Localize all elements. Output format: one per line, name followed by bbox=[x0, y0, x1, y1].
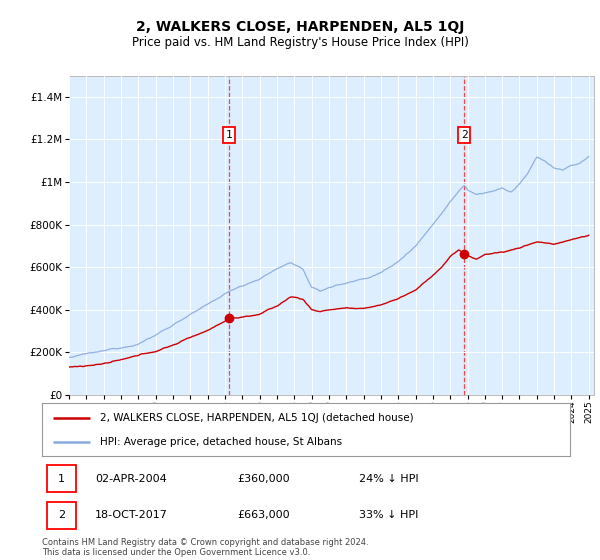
Text: 1: 1 bbox=[226, 130, 233, 140]
Text: £360,000: £360,000 bbox=[238, 474, 290, 484]
Text: 18-OCT-2017: 18-OCT-2017 bbox=[95, 510, 167, 520]
FancyBboxPatch shape bbox=[47, 465, 76, 492]
Text: 02-APR-2004: 02-APR-2004 bbox=[95, 474, 167, 484]
Text: 33% ↓ HPI: 33% ↓ HPI bbox=[359, 510, 418, 520]
FancyBboxPatch shape bbox=[47, 502, 76, 529]
Text: 2: 2 bbox=[461, 130, 467, 140]
Text: 2, WALKERS CLOSE, HARPENDEN, AL5 1QJ: 2, WALKERS CLOSE, HARPENDEN, AL5 1QJ bbox=[136, 20, 464, 34]
Text: 2: 2 bbox=[58, 510, 65, 520]
Text: 1: 1 bbox=[58, 474, 65, 484]
Text: £663,000: £663,000 bbox=[238, 510, 290, 520]
Text: 2, WALKERS CLOSE, HARPENDEN, AL5 1QJ (detached house): 2, WALKERS CLOSE, HARPENDEN, AL5 1QJ (de… bbox=[100, 413, 414, 423]
Text: HPI: Average price, detached house, St Albans: HPI: Average price, detached house, St A… bbox=[100, 437, 342, 447]
Text: Contains HM Land Registry data © Crown copyright and database right 2024.
This d: Contains HM Land Registry data © Crown c… bbox=[42, 538, 368, 557]
Text: 24% ↓ HPI: 24% ↓ HPI bbox=[359, 474, 418, 484]
Text: Price paid vs. HM Land Registry's House Price Index (HPI): Price paid vs. HM Land Registry's House … bbox=[131, 36, 469, 49]
